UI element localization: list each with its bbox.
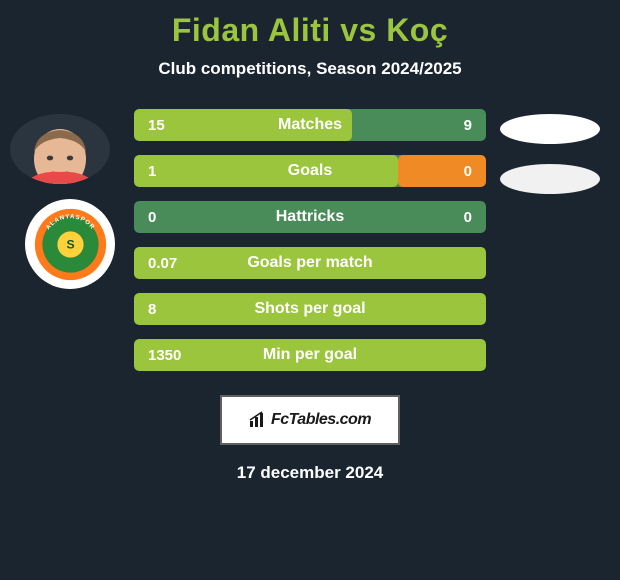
stat-row: 1Goals0 — [134, 155, 486, 187]
club-left-badge: S ALANYASPOR — [25, 199, 115, 289]
stat-label: Shots per goal — [134, 300, 486, 318]
stat-row: 0Hattricks0 — [134, 201, 486, 233]
brand-label: FcTables.com — [271, 411, 371, 429]
club-right-badge-placeholder — [500, 164, 600, 194]
stat-value-right: 0 — [464, 209, 472, 226]
page-title: Fidan Aliti vs Koç — [0, 12, 620, 49]
stat-label: Goals — [134, 162, 486, 180]
stat-label: Min per goal — [134, 346, 486, 364]
stat-row: 15Matches9 — [134, 109, 486, 141]
brand-box[interactable]: FcTables.com — [220, 395, 400, 445]
svg-text:S: S — [66, 237, 74, 251]
club-badge-icon: S ALANYASPOR — [33, 207, 108, 282]
stat-rows: 15Matches91Goals00Hattricks00.07Goals pe… — [134, 109, 486, 371]
stat-label: Matches — [134, 116, 486, 134]
stat-label: Goals per match — [134, 254, 486, 272]
stat-value-right: 9 — [464, 117, 472, 134]
chart-icon — [249, 411, 267, 429]
player-face-icon — [10, 114, 110, 184]
player-left-avatar — [10, 114, 110, 184]
comparison-infographic: Fidan Aliti vs Koç Club competitions, Se… — [0, 0, 620, 580]
stat-row: 1350Min per goal — [134, 339, 486, 371]
page-subtitle: Club competitions, Season 2024/2025 — [0, 59, 620, 79]
player-right-avatar-placeholder — [500, 114, 600, 144]
stat-label: Hattricks — [134, 208, 486, 226]
stat-row: 8Shots per goal — [134, 293, 486, 325]
stat-row: 0.07Goals per match — [134, 247, 486, 279]
stat-value-right: 0 — [464, 163, 472, 180]
date-label: 17 december 2024 — [0, 463, 620, 483]
stats-area: S ALANYASPOR 15Matches91Goals00Hattricks… — [0, 109, 620, 371]
